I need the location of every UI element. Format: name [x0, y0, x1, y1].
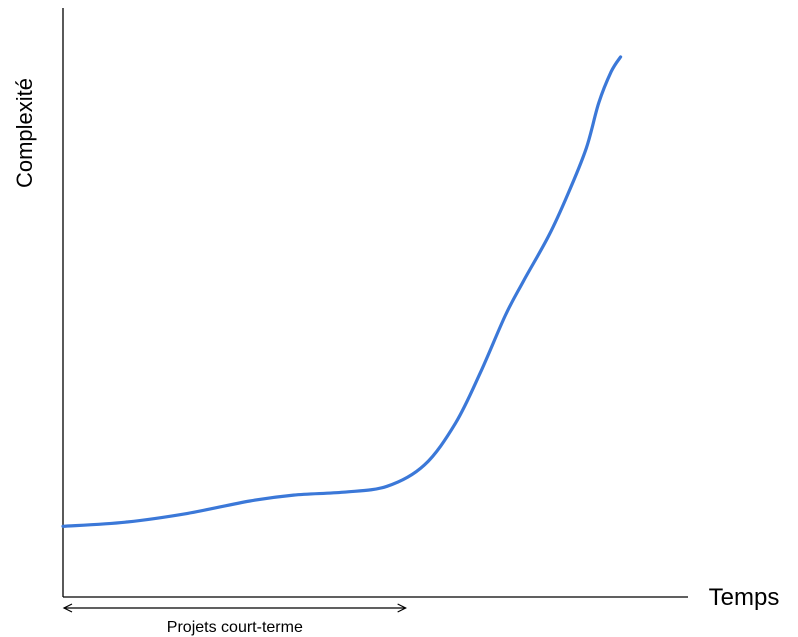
- short-term-projects-label: Projets court-terme: [167, 619, 303, 636]
- x-axis-label: Temps: [709, 584, 780, 611]
- y-axis-label: Complexité: [12, 78, 37, 188]
- short-term-arrow-right-head: [397, 603, 407, 613]
- short-term-arrow-left-head: [62, 603, 73, 613]
- short-term-projects-annotation: Projets court-terme: [62, 603, 407, 636]
- complexity-series-line: [61, 55, 623, 528]
